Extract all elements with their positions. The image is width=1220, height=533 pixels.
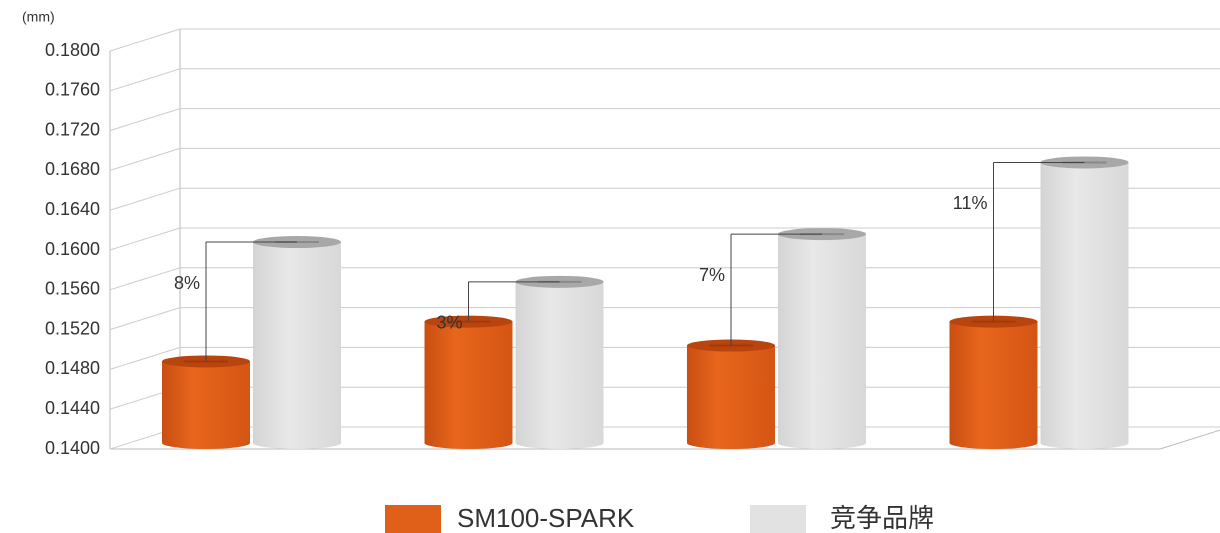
grid-line <box>109 227 181 251</box>
bar <box>949 321 1038 449</box>
y-tick-label: 0.1800 <box>45 40 100 60</box>
grid-line <box>109 346 181 370</box>
y-tick-label: 0.1480 <box>45 358 100 378</box>
grid-line <box>109 267 181 291</box>
y-tick-label: 0.1760 <box>45 80 100 100</box>
bar <box>253 242 341 449</box>
legend-text: SM100-SPARK <box>457 503 635 533</box>
bar <box>687 345 775 449</box>
legend-text: 竞争品牌 <box>830 503 934 533</box>
y-tick-label: 0.1560 <box>45 279 100 299</box>
bar <box>1040 162 1129 449</box>
annotation: 11% <box>953 193 988 213</box>
grid-line <box>109 307 181 331</box>
bar <box>515 281 604 449</box>
y-tick-label: 0.1600 <box>45 239 100 259</box>
legend-swatch <box>385 505 441 533</box>
unit-label: (mm) <box>22 9 55 25</box>
grid-line <box>109 68 181 92</box>
grid-line <box>109 187 181 211</box>
annotation: 7% <box>699 265 725 285</box>
y-tick-label: 0.1400 <box>45 438 100 458</box>
grid-line <box>109 28 181 52</box>
y-tick-label: 0.1720 <box>45 119 100 139</box>
legend-swatch <box>750 505 806 533</box>
y-tick-label: 0.1680 <box>45 159 100 179</box>
annotation: 8% <box>174 273 200 293</box>
floor-edge <box>1159 429 1220 450</box>
y-tick-label: 0.1640 <box>45 199 100 219</box>
annotation: 3% <box>436 313 462 333</box>
bar <box>424 321 513 449</box>
grid-line <box>109 108 181 132</box>
bar <box>162 361 250 449</box>
y-tick-label: 0.1440 <box>45 398 100 418</box>
bar <box>778 234 866 449</box>
grid-line <box>109 147 181 171</box>
y-tick-label: 0.1520 <box>45 318 100 338</box>
